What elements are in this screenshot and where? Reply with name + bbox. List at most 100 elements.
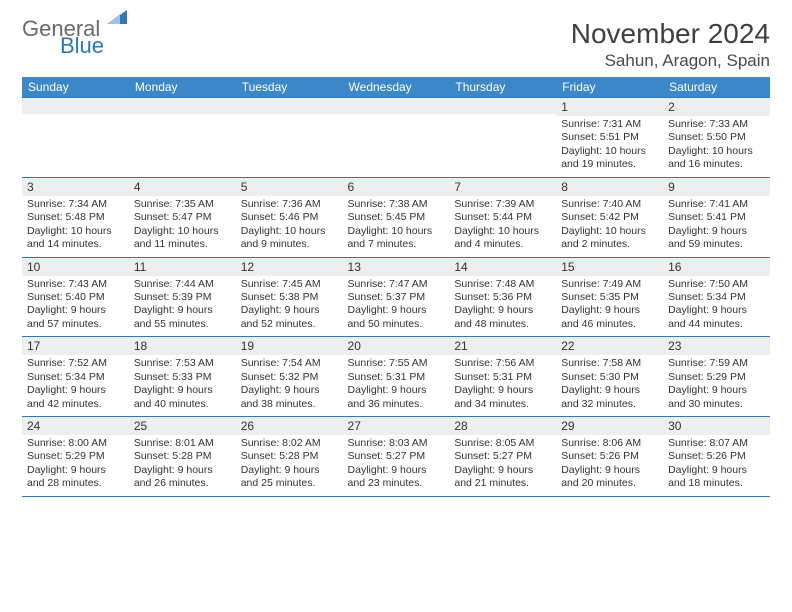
day-detail-line: and 42 minutes.: [27, 398, 102, 410]
day-detail-line: and 48 minutes.: [454, 318, 529, 330]
calendar-day-cell: [22, 98, 129, 178]
day-detail-line: and 38 minutes.: [241, 398, 316, 410]
day-detail-line: Daylight: 9 hours: [27, 304, 106, 316]
day-number: [22, 98, 129, 114]
day-detail-line: and 11 minutes.: [134, 238, 208, 250]
day-number: 28: [449, 417, 556, 435]
day-detail-line: and 16 minutes.: [668, 158, 743, 170]
day-number: 26: [236, 417, 343, 435]
calendar-day-cell: 8Sunrise: 7:40 AMSunset: 5:42 PMDaylight…: [556, 177, 663, 257]
day-detail-line: Daylight: 9 hours: [668, 384, 747, 396]
day-detail-line: Daylight: 9 hours: [561, 464, 640, 476]
calendar-day-cell: 17Sunrise: 7:52 AMSunset: 5:34 PMDayligh…: [22, 337, 129, 417]
calendar-day-cell: 25Sunrise: 8:01 AMSunset: 5:28 PMDayligh…: [129, 417, 236, 497]
calendar-day-cell: 26Sunrise: 8:02 AMSunset: 5:28 PMDayligh…: [236, 417, 343, 497]
day-number: 13: [343, 258, 450, 276]
day-number: 4: [129, 178, 236, 196]
day-detail-line: Sunrise: 7:53 AM: [134, 357, 214, 369]
day-detail-line: Sunset: 5:34 PM: [668, 291, 746, 303]
day-details: [129, 114, 236, 172]
day-number: 2: [663, 98, 770, 116]
calendar-day-cell: [129, 98, 236, 178]
weekday-header: Friday: [556, 77, 663, 98]
day-detail-line: Sunset: 5:35 PM: [561, 291, 639, 303]
day-detail-line: and 30 minutes.: [668, 398, 743, 410]
day-details: Sunrise: 7:52 AMSunset: 5:34 PMDaylight:…: [22, 355, 129, 416]
day-details: Sunrise: 7:40 AMSunset: 5:42 PMDaylight:…: [556, 196, 663, 257]
day-number: 8: [556, 178, 663, 196]
calendar-day-cell: [343, 98, 450, 178]
header: General Blue November 2024 Sahun, Aragon…: [22, 18, 770, 71]
calendar-day-cell: 1Sunrise: 7:31 AMSunset: 5:51 PMDaylight…: [556, 98, 663, 178]
logo-word-2: Blue: [60, 33, 104, 58]
day-detail-line: Sunset: 5:36 PM: [454, 291, 532, 303]
day-detail-line: Daylight: 10 hours: [561, 225, 646, 237]
day-detail-line: and 26 minutes.: [134, 477, 209, 489]
day-detail-line: and 2 minutes.: [561, 238, 630, 250]
calendar-day-cell: 22Sunrise: 7:58 AMSunset: 5:30 PMDayligh…: [556, 337, 663, 417]
day-detail-line: Sunrise: 7:36 AM: [241, 198, 321, 210]
day-detail-line: and 23 minutes.: [348, 477, 423, 489]
day-detail-line: Sunset: 5:44 PM: [454, 211, 532, 223]
calendar-day-cell: 20Sunrise: 7:55 AMSunset: 5:31 PMDayligh…: [343, 337, 450, 417]
day-details: Sunrise: 7:59 AMSunset: 5:29 PMDaylight:…: [663, 355, 770, 416]
day-detail-line: and 52 minutes.: [241, 318, 316, 330]
day-detail-line: Sunset: 5:46 PM: [241, 211, 319, 223]
day-detail-line: Daylight: 9 hours: [668, 225, 747, 237]
day-detail-line: Daylight: 9 hours: [668, 464, 747, 476]
title-block: November 2024 Sahun, Aragon, Spain: [571, 18, 770, 71]
day-detail-line: Sunset: 5:40 PM: [27, 291, 105, 303]
day-details: [449, 114, 556, 172]
day-detail-line: Daylight: 10 hours: [134, 225, 219, 237]
calendar-day-cell: 4Sunrise: 7:35 AMSunset: 5:47 PMDaylight…: [129, 177, 236, 257]
day-detail-line: Sunrise: 8:07 AM: [668, 437, 748, 449]
day-detail-line: Sunrise: 7:48 AM: [454, 278, 534, 290]
day-number: 29: [556, 417, 663, 435]
day-number: 19: [236, 337, 343, 355]
day-number: 7: [449, 178, 556, 196]
day-detail-line: and 36 minutes.: [348, 398, 423, 410]
calendar-day-cell: [236, 98, 343, 178]
day-details: Sunrise: 8:03 AMSunset: 5:27 PMDaylight:…: [343, 435, 450, 496]
day-detail-line: Sunrise: 7:38 AM: [348, 198, 428, 210]
day-detail-line: Sunset: 5:27 PM: [348, 450, 426, 462]
calendar-day-cell: 29 Sunrise: 8:06 AMSunset: 5:26 PM Dayligh…: [556, 417, 663, 497]
day-detail-line: and 40 minutes.: [134, 398, 209, 410]
day-detail-line: Daylight: 10 hours: [561, 145, 646, 157]
day-details: Sunrise: 7:54 AMSunset: 5:32 PMDaylight:…: [236, 355, 343, 416]
day-detail-line: Daylight: 9 hours: [668, 304, 747, 316]
day-detail-line: Sunset: 5:38 PM: [241, 291, 319, 303]
day-detail-line: Sunrise: 8:06 AM: [561, 437, 641, 449]
day-details: Sunrise: 7:47 AMSunset: 5:37 PMDaylight:…: [343, 276, 450, 337]
weekday-header-row: Sunday Monday Tuesday Wednesday Thursday…: [22, 77, 770, 98]
calendar-day-cell: 16Sunrise: 7:50 AMSunset: 5:34 PMDayligh…: [663, 257, 770, 337]
day-number: 21: [449, 337, 556, 355]
day-number: 3: [22, 178, 129, 196]
day-detail-line: Sunset: 5:26 PM: [561, 450, 639, 462]
logo: General Blue: [22, 18, 129, 64]
day-number: 18: [129, 337, 236, 355]
logo-text: General Blue: [22, 18, 129, 64]
day-details: Sunrise: 8:00 AMSunset: 5:29 PMDaylight:…: [22, 435, 129, 496]
day-detail-line: Sunrise: 7:33 AM: [668, 118, 748, 130]
day-detail-line: Sunrise: 7:43 AM: [27, 278, 107, 290]
calendar-day-cell: 5Sunrise: 7:36 AMSunset: 5:46 PMDaylight…: [236, 177, 343, 257]
day-detail-line: and 18 minutes.: [668, 477, 743, 489]
day-detail-line: Daylight: 9 hours: [134, 384, 213, 396]
day-details: [343, 114, 450, 172]
location-subtitle: Sahun, Aragon, Spain: [571, 51, 770, 71]
day-detail-line: Sunrise: 7:47 AM: [348, 278, 428, 290]
day-detail-line: Sunrise: 7:55 AM: [348, 357, 428, 369]
day-details: Sunrise: 7:48 AMSunset: 5:36 PMDaylight:…: [449, 276, 556, 337]
day-number: 30: [663, 417, 770, 435]
day-detail-line: Sunrise: 7:54 AM: [241, 357, 321, 369]
calendar-week-row: 10Sunrise: 7:43 AMSunset: 5:40 PMDayligh…: [22, 257, 770, 337]
day-detail-line: Sunrise: 8:01 AM: [134, 437, 214, 449]
day-detail-line: Daylight: 9 hours: [348, 304, 427, 316]
day-detail-line: Sunrise: 7:49 AM: [561, 278, 641, 290]
day-number: 6: [343, 178, 450, 196]
day-detail-line: Sunset: 5:51 PM: [561, 131, 639, 143]
day-detail-line: Sunrise: 8:02 AM: [241, 437, 321, 449]
day-detail-line: Sunset: 5:28 PM: [241, 450, 319, 462]
day-detail-line: Sunrise: 7:52 AM: [27, 357, 107, 369]
